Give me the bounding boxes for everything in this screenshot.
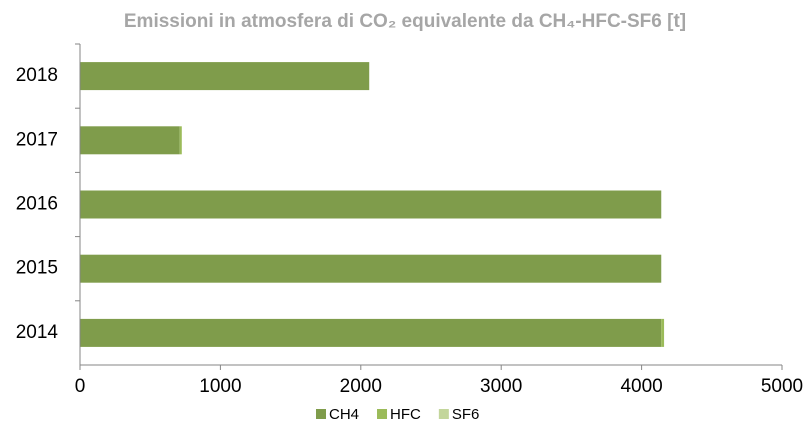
x-tick-label: 5000 bbox=[761, 376, 803, 397]
x-tick-label: 1000 bbox=[199, 376, 241, 397]
bar-segment bbox=[80, 254, 662, 283]
x-tick-label: 3000 bbox=[480, 376, 522, 397]
bar-segment bbox=[179, 126, 182, 155]
bar-segment bbox=[80, 126, 180, 155]
bar-segment bbox=[80, 62, 370, 91]
y-tick-label: 2016 bbox=[16, 194, 58, 215]
bar-segment bbox=[80, 318, 662, 347]
x-tick-label: 0 bbox=[75, 376, 86, 397]
x-tick-label: 4000 bbox=[620, 376, 662, 397]
y-tick-label: 2015 bbox=[16, 258, 58, 279]
legend-label: SF6 bbox=[452, 406, 480, 423]
legend-swatch bbox=[438, 409, 449, 419]
legend-swatch bbox=[316, 409, 326, 419]
y-tick-label: 2017 bbox=[16, 129, 58, 150]
bar-segment bbox=[80, 190, 662, 219]
y-tick-label: 2014 bbox=[16, 322, 59, 343]
bar-segment bbox=[661, 318, 665, 347]
chart-title: Emissioni in atmosfera di CO₂ equivalent… bbox=[124, 11, 686, 32]
y-tick-label: 2018 bbox=[16, 65, 58, 86]
legend-label: HFC bbox=[390, 406, 421, 423]
x-tick-label: 2000 bbox=[340, 376, 382, 397]
legend-swatch bbox=[377, 409, 388, 419]
legend-label: CH4 bbox=[329, 406, 359, 423]
